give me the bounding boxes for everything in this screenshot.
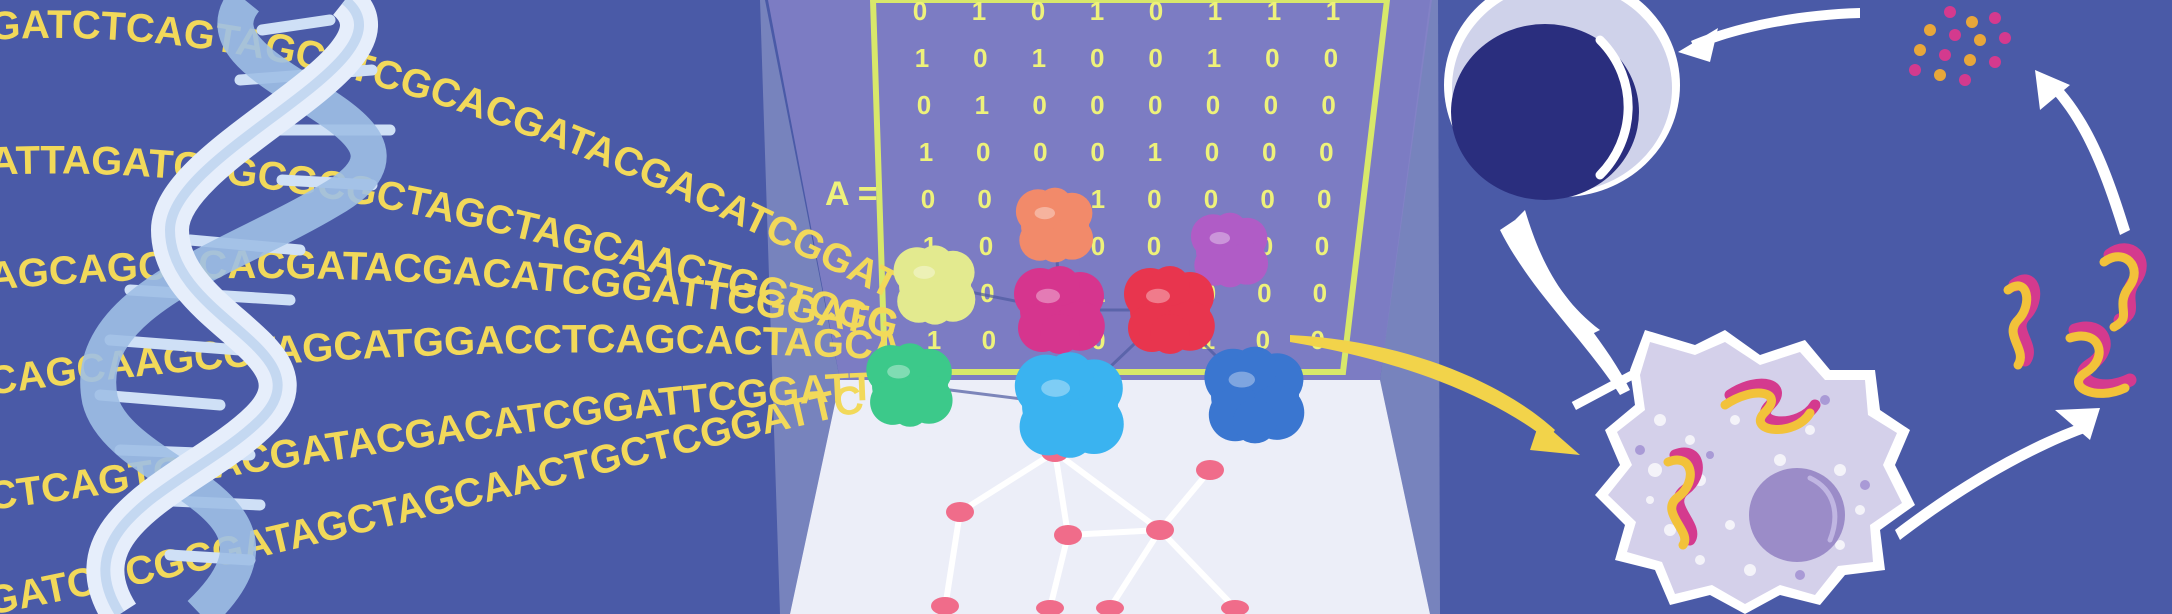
matrix-cell: 0 — [913, 0, 927, 26]
matrix-cell: 0 — [1090, 43, 1104, 73]
cycle-arrow-up — [2035, 70, 2130, 235]
cyan-protein — [1014, 352, 1124, 458]
matrix-cell: 1 — [1148, 137, 1162, 167]
yellow-arrow — [1290, 335, 1580, 455]
matrix-cell: 0 — [1031, 0, 1045, 26]
matrix-cell: 0 — [1317, 184, 1331, 214]
matrix-cell: 0 — [982, 325, 996, 355]
matrix-cell: 0 — [976, 137, 990, 167]
matrix-cell: 0 — [1033, 137, 1047, 167]
matrix-cell: 1 — [1207, 43, 1221, 73]
matrix-cell: 0 — [1090, 137, 1104, 167]
matrix-cell: 1 — [919, 137, 933, 167]
matrix-cell: 0 — [1090, 90, 1104, 120]
matrix-cell: 0 — [1205, 137, 1219, 167]
matrix-cell: 0 — [1264, 90, 1278, 120]
cycle-arrow — [1895, 408, 2100, 540]
adjacency-matrix: 0 1 0 1 0 1 1 1 1 0 1 0 0 1 0 0 0 1 0 0 0 0 0 0 1 0 0 0 1 0 0 0 0 0 1 1 0 0 0 0… — [913, 0, 1340, 355]
stage-wall-right — [1380, 0, 1440, 614]
green-protein — [866, 343, 953, 427]
dna-helix — [80, 0, 396, 614]
matrix-cell: 0 — [1147, 231, 1161, 261]
matrix-cell: 1 — [1032, 43, 1046, 73]
purple-protein — [1190, 212, 1269, 288]
matrix-cell: 0 — [1319, 137, 1333, 167]
matrix-cell: 1 — [1090, 0, 1104, 26]
matrix-cell: 0 — [1148, 90, 1162, 120]
released-proteins — [2003, 243, 2147, 398]
stage-wall-left — [760, 0, 840, 614]
graph-node — [946, 502, 974, 522]
matrix-cell: 0 — [1262, 137, 1276, 167]
network-nodes — [931, 442, 1249, 614]
network-graph — [942, 449, 1238, 611]
matrix-cell: 1 — [1326, 0, 1340, 26]
graph-node — [931, 597, 959, 614]
blue-protein — [1204, 346, 1305, 444]
peptide-fragments — [1909, 6, 2011, 86]
matrix-cell: 0 — [1091, 231, 1105, 261]
matrix-cell: 1 — [915, 43, 929, 73]
matrix-cell: 0 — [1149, 0, 1163, 26]
matrix-bracket — [869, 0, 1391, 375]
target-cell — [1595, 330, 1915, 614]
t-cell — [1444, 0, 1680, 200]
matrix-cell: 0 — [1265, 43, 1279, 73]
red-protein — [1124, 266, 1215, 354]
cytoplasm-dots — [1646, 414, 1865, 576]
graph-node — [1096, 600, 1124, 614]
inhibition-arrow — [1500, 210, 1638, 410]
matrix-cell: 1 — [1208, 0, 1222, 26]
matrix-cell: 0 — [1148, 43, 1162, 73]
graph-node — [1196, 460, 1224, 480]
yellow-protein — [893, 245, 976, 325]
matrix-cell: 0 — [973, 43, 987, 73]
matrix-cell: 1 — [1267, 0, 1281, 26]
matrix-cell: 1 — [927, 325, 941, 355]
matrix-cell: 0 — [1313, 278, 1327, 308]
matrix-cell: 1 — [975, 90, 989, 120]
matrix-cell: 0 — [1204, 184, 1218, 214]
matrix-cell: 1 — [1091, 184, 1105, 214]
graph-node — [1036, 600, 1064, 614]
cycle-arrow-left — [1678, 8, 1860, 62]
graph-node — [1221, 600, 1249, 614]
matrix-cell: 0 — [977, 184, 991, 214]
matrix-cell: 0 — [1321, 90, 1335, 120]
matrix-cell: 0 — [980, 278, 994, 308]
proteins — [866, 187, 1305, 458]
orange-protein — [1015, 187, 1094, 263]
matrix-cell: 0 — [1032, 90, 1046, 120]
matrix-cell: 0 — [921, 184, 935, 214]
matrix-cell: 0 — [1206, 90, 1220, 120]
matrix-cell: 0 — [1260, 184, 1274, 214]
matrix-cell: 0 — [1147, 184, 1161, 214]
matrix-label: A = — [825, 175, 878, 213]
matrix-cell: 0 — [917, 90, 931, 120]
helix-strand-front-shade — [100, 0, 364, 614]
matrix-cell: 1 — [972, 0, 986, 26]
magenta-protein — [1014, 266, 1105, 354]
graph-node — [1146, 520, 1174, 540]
matrix-cell: 0 — [1315, 231, 1329, 261]
cell-nucleus — [1749, 468, 1845, 562]
matrix-cell: 0 — [1324, 43, 1338, 73]
matrix-cell: 0 — [1257, 278, 1271, 308]
matrix-cell: 0 — [979, 231, 993, 261]
graph-node — [1054, 525, 1082, 545]
